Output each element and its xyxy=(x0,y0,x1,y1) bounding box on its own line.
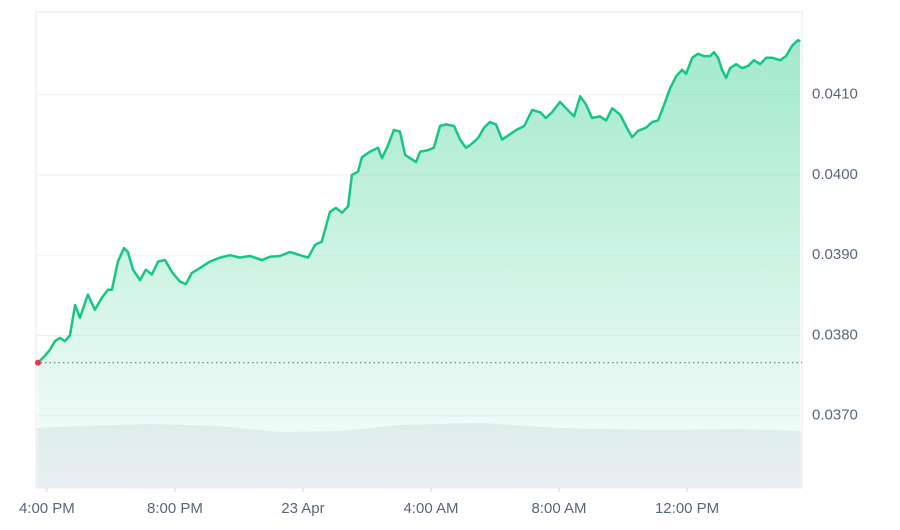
y-tick-label: 0.0410 xyxy=(812,86,858,103)
price-line xyxy=(37,38,801,364)
x-tick-label: 8:00 AM xyxy=(532,500,587,517)
start-marker xyxy=(34,359,41,366)
y-tick-label: 0.0390 xyxy=(812,246,858,263)
x-tick-label: 8:00 PM xyxy=(147,500,203,517)
x-tick-label: 12:00 PM xyxy=(655,500,719,517)
y-tick-label: 0.0380 xyxy=(812,326,858,343)
y-tick-label: 0.0370 xyxy=(812,407,858,424)
y-tick-label: 0.0400 xyxy=(812,166,858,183)
x-tick-label: 4:00 AM xyxy=(403,500,458,517)
x-tick-label: 4:00 PM xyxy=(19,500,75,517)
x-tick-label: 23 Apr xyxy=(281,500,324,517)
area-fill xyxy=(37,40,801,488)
